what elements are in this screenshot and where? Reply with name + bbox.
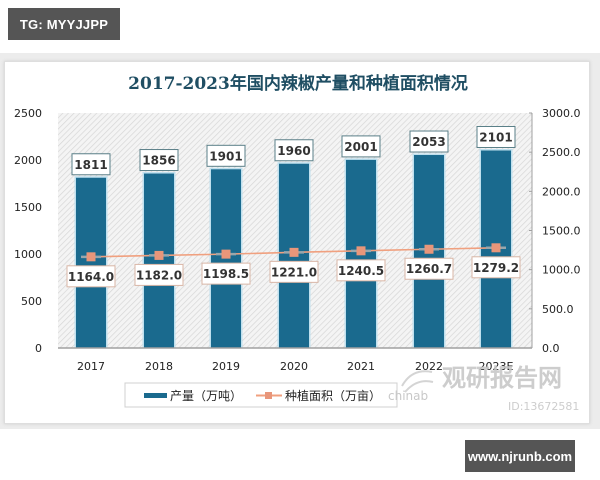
chart-title: 2017-2023年国内辣椒产量和种植面积情况 <box>128 73 468 94</box>
legend-marker-icon <box>265 392 272 399</box>
x-axis-tick: 2022 <box>415 360 443 373</box>
left-axis: 0 500 1000 1500 2000 2500 <box>14 107 42 355</box>
bar-value-label-box <box>71 153 111 176</box>
bar-value-label: 2053 <box>412 135 445 149</box>
line-marker-icon <box>289 247 299 257</box>
line-marker-icon <box>86 252 96 262</box>
right-axis-tick: 1000.0 <box>542 264 581 277</box>
line-value-label-box <box>471 256 521 279</box>
line-marker-icon <box>154 250 164 260</box>
line-value-label: 1221.0 <box>271 265 317 279</box>
x-axis-tick: 2017 <box>77 360 105 373</box>
line-marker-icon <box>424 244 434 254</box>
right-axis-tick: 2500.0 <box>542 146 581 159</box>
watermark-brand: 观研报告网 <box>442 364 562 392</box>
line-value-label-box <box>336 259 386 282</box>
bar-value-label-box <box>409 130 449 153</box>
left-axis-tick: 500 <box>21 295 42 308</box>
legend-label-area: 种植面积（万亩） <box>285 388 381 403</box>
bar-value-label: 2001 <box>344 140 377 154</box>
bar-2019 <box>211 169 241 348</box>
x-axis-tick: 2018 <box>145 360 173 373</box>
line-series-area: 1164.0 1182.0 1198.5 1221.0 1240.5 1260.7 1279… <box>66 243 521 288</box>
bar-2018 <box>144 173 174 348</box>
line-value-label: 1240.5 <box>338 264 384 278</box>
left-axis-tick: 0 <box>35 342 42 355</box>
bar-value-label: 2101 <box>479 131 512 145</box>
right-axis-tick: 2000.0 <box>542 185 581 198</box>
right-axis-tick: 0.0 <box>542 342 560 355</box>
right-axis-tick: 500.0 <box>542 303 574 316</box>
x-axis-tick: 2019 <box>212 360 240 373</box>
line-value-label-box <box>201 262 251 285</box>
line-value-label: 1182.0 <box>136 268 182 282</box>
line-marker-icon <box>221 249 231 259</box>
x-axis-labels: 2017 2018 2019 2020 2021 2022 2023E <box>77 360 514 373</box>
bar-value-label-box <box>206 144 246 167</box>
watermark-site: chinab <box>388 389 428 403</box>
top-watermark-tag: TG: MYYJJPP <box>8 8 120 40</box>
line-value-label: 1198.5 <box>203 267 249 281</box>
line-value-label: 1260.7 <box>406 262 452 276</box>
bar-value-label-box <box>139 149 179 172</box>
line-value-label-box <box>134 263 184 286</box>
right-axis-tick: 3000.0 <box>542 107 581 120</box>
left-axis-tick: 2000 <box>14 154 42 167</box>
x-axis-tick: 2021 <box>347 360 375 373</box>
left-axis-tick: 1500 <box>14 201 42 214</box>
bar-value-label-box <box>274 139 314 162</box>
line-value-label: 1279.2 <box>473 261 519 275</box>
bar-value-label-box <box>341 135 381 158</box>
line-value-label-box <box>404 257 454 280</box>
bar-value-label-box <box>476 126 516 149</box>
legend-label-production: 产量（万吨） <box>170 389 242 403</box>
x-axis-tick: 2020 <box>280 360 308 373</box>
right-axis-tick: 1500.0 <box>542 225 581 238</box>
x-axis-tick: 2023E <box>479 360 514 373</box>
left-axis-tick: 2500 <box>14 107 42 120</box>
legend: 产量（万吨） 种植面积（万亩） chinab <box>124 382 428 408</box>
bar-value-label: 1856 <box>142 154 175 168</box>
right-axis: 0.0 500.0 1000.0 1500.0 2000.0 2500.0 3000.0 <box>529 107 581 355</box>
watermark-logo-icon <box>401 370 434 393</box>
line-value-label-box <box>66 265 116 288</box>
line-marker-icon <box>491 243 501 253</box>
bar-value-label: 1811 <box>74 158 107 172</box>
line-value-label: 1164.0 <box>68 270 114 284</box>
bar-value-label: 1901 <box>209 149 242 163</box>
watermark: 观研报告网 ID:13672581 <box>401 364 579 413</box>
line-marker-icon <box>356 246 366 256</box>
bar-2017 <box>76 177 106 348</box>
line-value-label-box <box>269 260 319 283</box>
left-axis-tick: 1000 <box>14 248 42 261</box>
bottom-watermark-tag: www.njrunb.com <box>465 440 575 472</box>
legend-bar-swatch-icon <box>144 393 167 398</box>
watermark-id: ID:13672581 <box>508 400 579 413</box>
bar-value-label: 1960 <box>277 144 310 158</box>
